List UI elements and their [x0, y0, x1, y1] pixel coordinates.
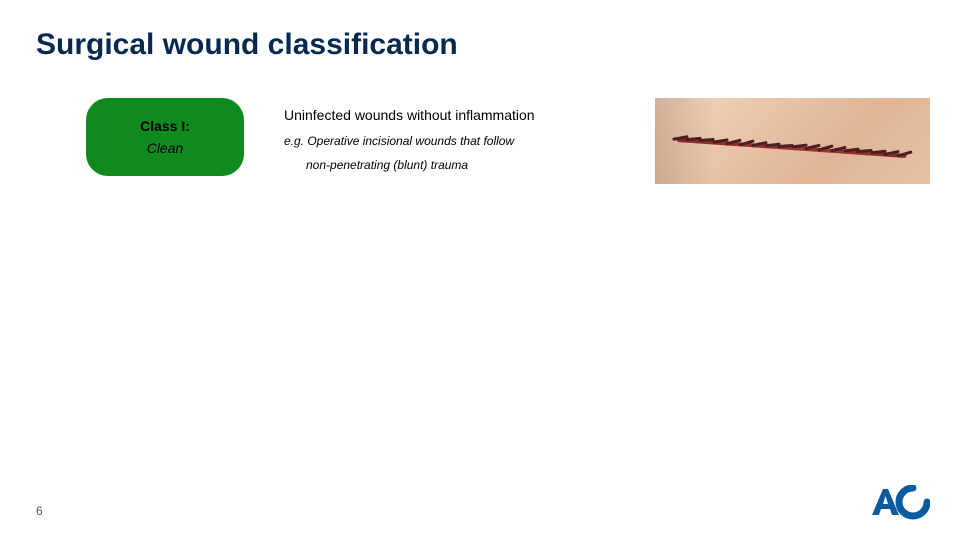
page-number: 6	[36, 504, 43, 518]
description-main: Uninfected wounds without inflammation	[284, 104, 604, 126]
page-title: Surgical wound classification	[36, 28, 458, 62]
badge-class-name: Clean	[147, 140, 184, 156]
wound-illustration	[655, 98, 930, 184]
badge-class-label: Class I:	[140, 118, 190, 134]
description-example-2: non-penetrating (blunt) trauma	[306, 156, 604, 175]
class-description: Uninfected wounds without inflammation e…	[284, 104, 604, 175]
description-example-1: e.g. Operative incisional wounds that fo…	[284, 132, 604, 151]
ao-logo	[868, 485, 930, 526]
class-badge: Class I: Clean	[86, 98, 244, 176]
